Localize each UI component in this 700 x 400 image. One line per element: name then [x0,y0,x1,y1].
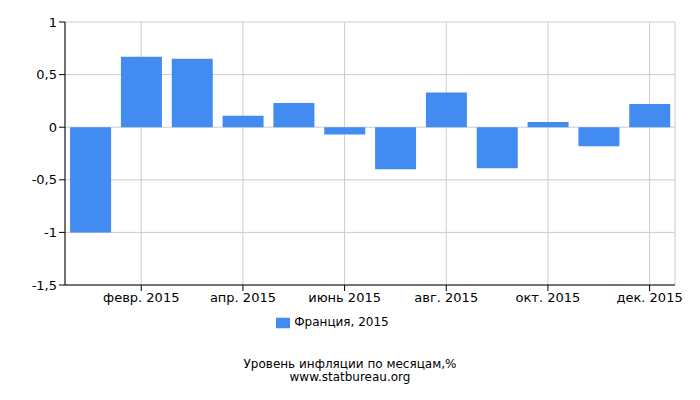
html-text:Франция, 2015: Франция, 2015 [294,315,389,329]
svg-text:-0,5: -0,5 [32,172,57,187]
svg-text:окт. 2015: окт. 2015 [516,290,581,305]
svg-text:1: 1 [49,15,57,30]
html-text:Уровень инфляции по месяцам,%: Уровень инфляции по месяцам,% [243,357,457,371]
svg-text:-1,5: -1,5 [32,278,57,293]
svg-text:дек. 2015: дек. 2015 [616,290,682,305]
svg-text:-1: -1 [44,225,57,240]
svg-text:февр. 2015: февр. 2015 [103,290,179,305]
svg-text:0: 0 [49,120,57,135]
svg-text:0,5: 0,5 [36,67,57,82]
html-text:www.statbureau.org: www.statbureau.org [289,370,411,384]
svg-text:авг. 2015: авг. 2015 [414,290,478,305]
svg-text:апр. 2015: апр. 2015 [210,290,276,305]
svg-text:июнь 2015: июнь 2015 [308,290,381,305]
